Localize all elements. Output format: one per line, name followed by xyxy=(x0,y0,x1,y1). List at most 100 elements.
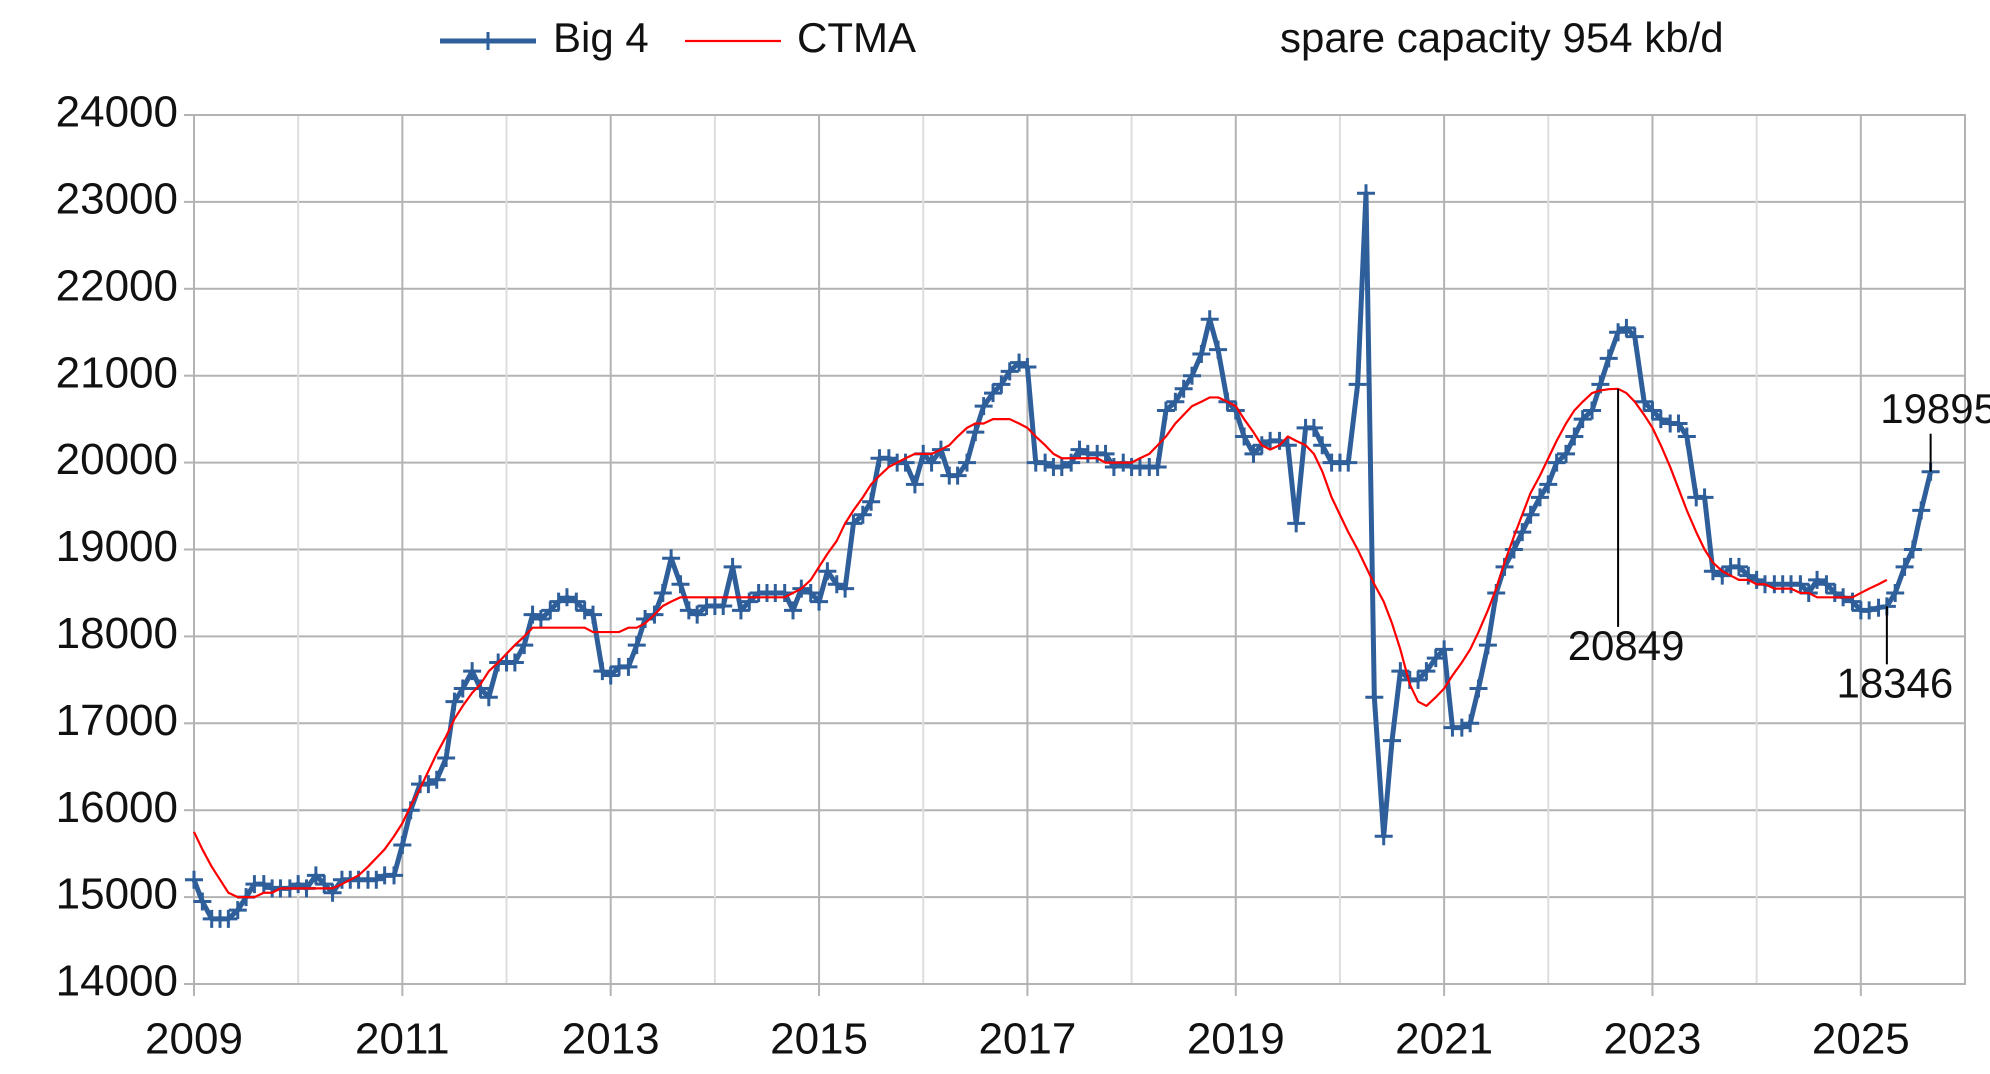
point-marker xyxy=(1635,392,1654,411)
y-tick-label: 21000 xyxy=(56,348,178,397)
point-marker xyxy=(1104,457,1123,476)
point-marker xyxy=(1625,327,1644,346)
point-marker xyxy=(1192,344,1211,363)
point-marker xyxy=(1599,349,1618,368)
point-marker xyxy=(1643,401,1662,420)
point-marker xyxy=(984,384,1003,403)
point-marker xyxy=(818,562,837,581)
point-marker xyxy=(1166,392,1185,411)
point-marker xyxy=(437,749,456,768)
point-marker xyxy=(948,466,967,485)
point-marker xyxy=(1339,453,1358,472)
y-tick-label: 24000 xyxy=(56,88,178,137)
point-marker xyxy=(583,605,602,624)
x-tick-label: 2015 xyxy=(770,1015,868,1064)
point-marker xyxy=(453,679,472,698)
point-marker xyxy=(1036,453,1055,472)
point-marker xyxy=(1374,827,1393,846)
point-marker xyxy=(1010,353,1029,372)
x-tick-label: 2021 xyxy=(1395,1015,1493,1064)
point-marker xyxy=(679,601,698,620)
point-marker xyxy=(1530,488,1549,507)
point-marker xyxy=(193,892,212,911)
point-marker xyxy=(1200,310,1219,329)
y-tick-label: 20000 xyxy=(56,435,178,484)
x-tick-label: 2011 xyxy=(355,1015,450,1064)
point-marker xyxy=(1825,583,1844,602)
point-marker xyxy=(228,901,247,920)
point-marker xyxy=(784,601,803,620)
point-marker xyxy=(1860,601,1879,620)
point-marker xyxy=(1070,440,1089,459)
point-marker xyxy=(801,583,820,602)
point-marker xyxy=(619,657,638,676)
point-marker xyxy=(1062,453,1081,472)
point-marker xyxy=(1183,366,1202,385)
point-marker xyxy=(1539,475,1558,494)
annotation-label: 19895 xyxy=(1880,385,1990,432)
point-marker xyxy=(1235,427,1254,446)
point-marker xyxy=(254,875,273,894)
point-marker xyxy=(862,492,881,511)
x-tick-label: 2025 xyxy=(1812,1015,1910,1064)
point-marker xyxy=(1651,410,1670,429)
point-marker xyxy=(1018,358,1037,377)
point-marker xyxy=(1148,457,1167,476)
point-marker xyxy=(1244,444,1263,463)
point-marker xyxy=(966,423,985,442)
point-marker xyxy=(1504,540,1523,559)
annotation-label: 18346 xyxy=(1836,659,1953,706)
x-tick-label: 2023 xyxy=(1604,1015,1702,1064)
point-marker xyxy=(1895,557,1914,576)
point-marker xyxy=(1435,640,1454,659)
point-marker xyxy=(740,592,759,611)
point-marker xyxy=(1278,436,1297,455)
point-marker xyxy=(1565,427,1584,446)
point-marker xyxy=(1052,457,1071,476)
point-marker xyxy=(541,601,560,620)
point-marker xyxy=(1557,444,1575,463)
point-marker xyxy=(185,870,203,889)
point-marker xyxy=(219,909,238,928)
point-marker xyxy=(653,583,672,602)
point-marker xyxy=(1417,662,1436,681)
point-marker xyxy=(593,662,612,681)
point-marker xyxy=(1583,401,1602,420)
point-marker xyxy=(479,688,498,707)
point-marker xyxy=(567,592,586,611)
point-marker xyxy=(1573,410,1592,429)
point-marker xyxy=(1356,184,1375,203)
point-marker xyxy=(557,588,576,607)
point-marker xyxy=(879,449,898,468)
point-marker xyxy=(974,397,993,416)
point-marker xyxy=(1547,453,1566,472)
point-marker xyxy=(1383,731,1402,750)
y-tick-label: 22000 xyxy=(56,261,178,310)
plot-frame xyxy=(193,114,1966,985)
point-marker xyxy=(1478,636,1497,655)
point-marker xyxy=(1617,318,1636,337)
y-tick-label: 16000 xyxy=(56,783,178,832)
point-marker xyxy=(1521,505,1540,524)
point-marker xyxy=(531,610,550,629)
point-marker xyxy=(306,866,325,885)
y-tick-label: 15000 xyxy=(56,870,178,919)
point-marker xyxy=(1270,431,1289,450)
point-marker xyxy=(601,666,620,685)
point-marker xyxy=(1695,488,1714,507)
point-marker xyxy=(1469,679,1488,698)
point-marker xyxy=(1313,436,1332,455)
point-marker xyxy=(463,662,482,681)
point-marker xyxy=(1209,340,1228,359)
point-marker xyxy=(1365,688,1384,707)
point-marker xyxy=(1886,583,1905,602)
point-marker xyxy=(1348,375,1367,394)
point-marker xyxy=(427,770,446,789)
point-marker xyxy=(627,636,646,655)
x-tick-label: 2019 xyxy=(1187,1015,1285,1064)
point-marker xyxy=(323,883,342,902)
point-marker xyxy=(367,870,386,889)
point-marker xyxy=(523,605,542,624)
point-marker xyxy=(1609,323,1628,342)
point-marker xyxy=(1452,718,1471,737)
